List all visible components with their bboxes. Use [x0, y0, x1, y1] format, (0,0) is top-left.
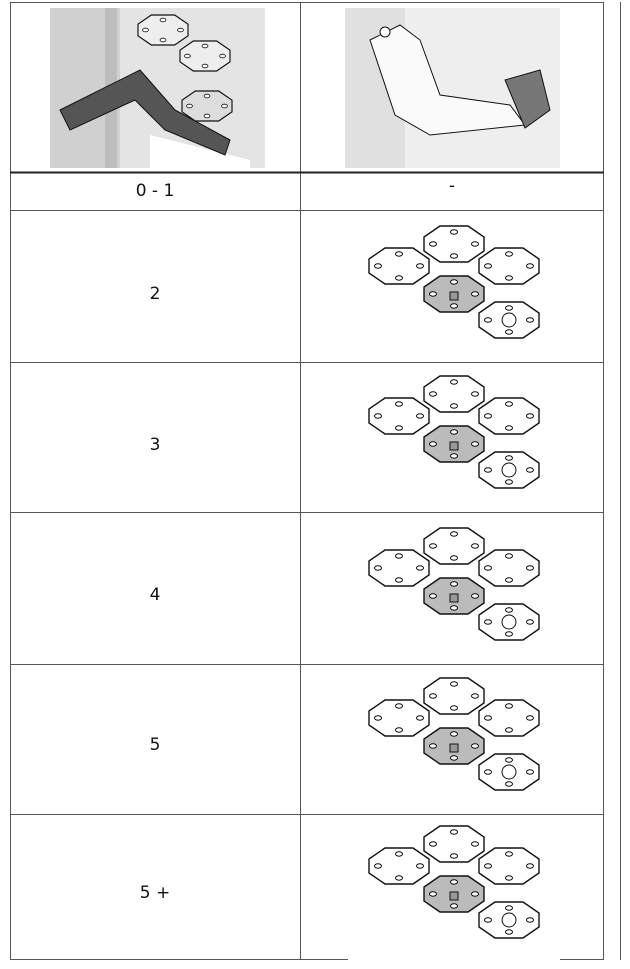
table-border — [10, 2, 604, 960]
hinge-image-right — [345, 8, 560, 168]
cell-text: 3 — [150, 435, 161, 455]
plates-image — [348, 366, 560, 510]
cell-text: 5 + — [140, 883, 170, 903]
hinge-image-left — [50, 8, 265, 168]
plates-image — [348, 518, 560, 662]
plates-image — [348, 668, 560, 812]
plates-image — [348, 216, 560, 360]
cell-text: - — [449, 176, 455, 196]
cell-text: 5 — [150, 735, 161, 755]
cell-text: 2 — [150, 284, 161, 304]
cell-text: 4 — [150, 585, 161, 605]
plates-image — [348, 816, 560, 960]
cell-text: 0 - 1 — [136, 181, 175, 201]
